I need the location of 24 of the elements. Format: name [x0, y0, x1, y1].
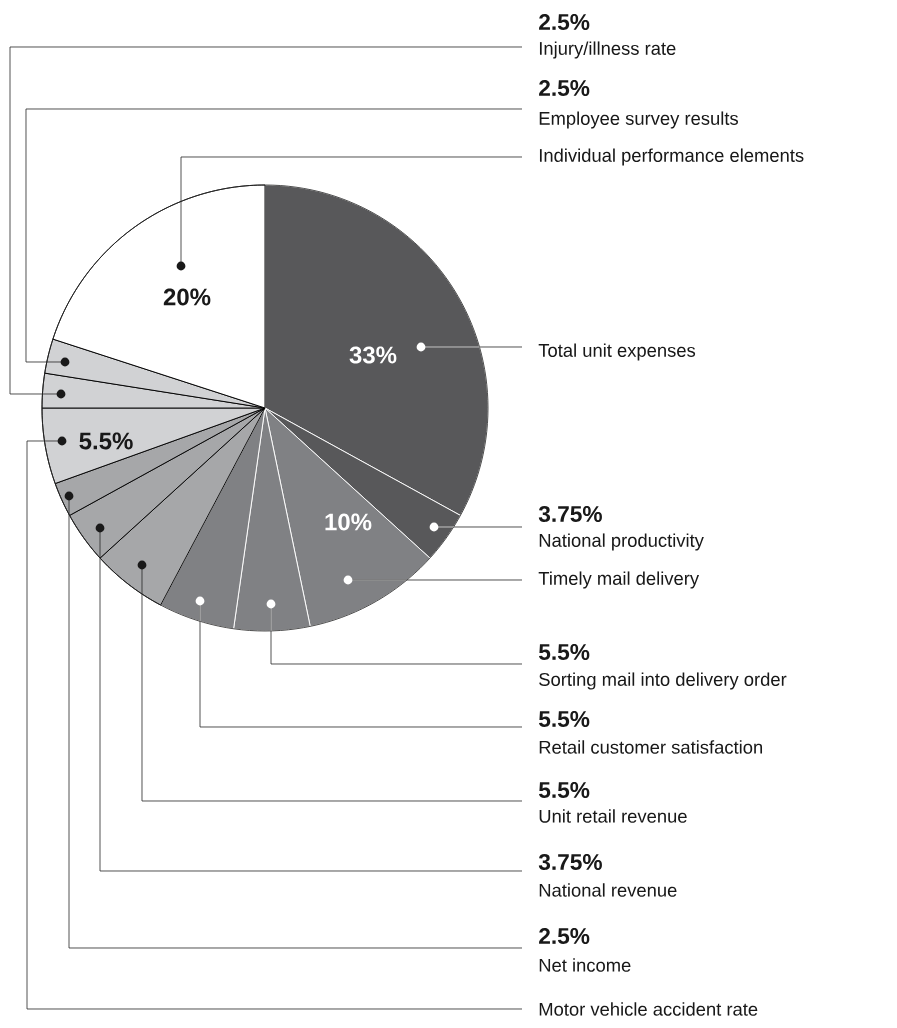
data-label: 2.5% [539, 79, 590, 97]
slice-label: Total unit expenses [538, 343, 696, 361]
slice-label: Sorting mail into delivery order [539, 672, 787, 690]
slice-label: Timely mail delivery [538, 571, 700, 589]
data-label: 5.5% [538, 782, 590, 799]
data-label: 2.5% [539, 13, 590, 31]
slice-label: Net income [539, 958, 631, 972]
slice-label: Individual performance elements [539, 148, 804, 166]
slice-label: Employee survey results [539, 111, 738, 129]
data-label: 5.5% [79, 432, 133, 450]
data-label: 5.5% [538, 711, 590, 728]
data-label: 3.75% [538, 853, 602, 871]
data-label: 5.5% [538, 644, 590, 661]
slice-label: National revenue [539, 883, 677, 897]
slice-label: National productivity [539, 533, 704, 551]
data-label: 10% [325, 513, 372, 531]
slice-label: Motor vehicle accident rate [539, 1002, 758, 1016]
data-label: 2.5% [539, 927, 590, 945]
slice-label: Unit retail revenue [539, 809, 687, 823]
data-label: 33% [349, 346, 397, 364]
data-label: 3.75% [538, 505, 602, 523]
slice-label: Retail customer satisfaction [539, 740, 763, 754]
data-label: 20% [163, 288, 211, 306]
slice-label: Injury/illness rate [539, 41, 676, 59]
